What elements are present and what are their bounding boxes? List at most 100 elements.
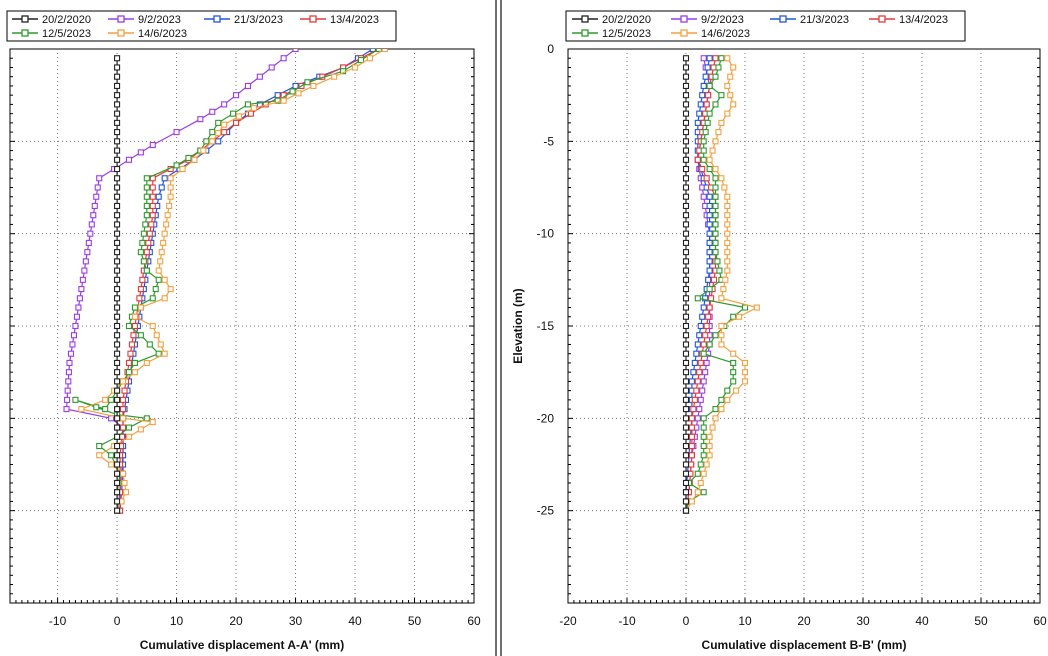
- data-point: [682, 378, 690, 385]
- data-point: [697, 396, 704, 403]
- legend-item: 13/4/2023: [869, 14, 948, 26]
- data-point: [125, 424, 133, 431]
- x-tick-label: 30: [856, 614, 870, 628]
- data-point: [247, 110, 254, 117]
- data-point: [137, 149, 144, 156]
- data-point: [682, 92, 690, 99]
- data-point: [703, 175, 710, 182]
- x-tick-label: 20: [229, 614, 243, 628]
- data-point: [710, 276, 718, 283]
- left-grid: [9, 48, 475, 604]
- legend-marker: [581, 29, 589, 37]
- legend-label: 21/3/2023: [800, 14, 849, 26]
- data-point: [710, 64, 717, 71]
- data-point: [724, 267, 731, 274]
- data-point: [682, 221, 690, 228]
- data-point: [697, 101, 704, 108]
- data-point: [114, 175, 121, 182]
- data-point: [709, 147, 716, 154]
- data-point: [718, 295, 725, 302]
- series-14-6-2023: [682, 55, 760, 514]
- data-point: [700, 82, 707, 89]
- data-point: [706, 267, 713, 274]
- data-point: [114, 424, 121, 431]
- data-point: [696, 332, 703, 339]
- data-point: [682, 156, 690, 163]
- data-point: [700, 442, 707, 450]
- data-point: [93, 404, 100, 411]
- data-point: [173, 162, 180, 169]
- data-point: [682, 304, 690, 311]
- data-point: [114, 129, 121, 136]
- data-point: [215, 129, 222, 137]
- data-point: [702, 369, 709, 376]
- data-point: [682, 369, 690, 376]
- data-point: [114, 221, 121, 228]
- data-point: [712, 138, 719, 145]
- data-point: [722, 276, 729, 283]
- legend-marker: [878, 15, 886, 23]
- legend-label: 13/4/2023: [899, 14, 948, 26]
- data-point: [149, 418, 156, 426]
- legend-item: 13/4/2023: [300, 14, 379, 26]
- data-point: [682, 489, 690, 496]
- data-point: [706, 110, 713, 117]
- data-point: [724, 396, 731, 403]
- legend-item: 9/2/2023: [671, 14, 744, 26]
- legend-label: 20/2/2020: [42, 14, 91, 26]
- legend-item: 20/2/2020: [572, 14, 651, 26]
- data-point: [700, 55, 707, 62]
- data-point: [87, 230, 94, 237]
- data-point: [90, 212, 97, 219]
- data-point: [161, 295, 168, 302]
- data-point: [714, 258, 721, 265]
- data-point: [682, 267, 690, 274]
- data-point: [161, 230, 168, 237]
- legend-marker: [21, 29, 29, 37]
- data-point: [682, 332, 690, 339]
- data-point: [682, 396, 690, 403]
- data-point: [209, 129, 216, 136]
- legend-label: 9/2/2023: [701, 14, 744, 26]
- data-point: [215, 119, 222, 126]
- data-point: [688, 461, 695, 468]
- data-point: [741, 304, 749, 311]
- data-point: [114, 239, 121, 246]
- data-point: [700, 350, 707, 357]
- y-tick-label: -10: [537, 227, 555, 241]
- legend-label: 14/6/2023: [701, 28, 750, 40]
- data-point: [280, 55, 287, 62]
- data-point: [712, 202, 719, 210]
- data-point: [149, 202, 156, 210]
- data-point: [694, 156, 701, 163]
- data-point: [85, 239, 92, 246]
- data-point: [702, 129, 709, 136]
- data-point: [712, 184, 719, 191]
- data-point: [706, 221, 713, 228]
- data-point: [114, 470, 121, 477]
- data-point: [696, 110, 703, 117]
- data-point: [688, 442, 695, 450]
- data-point: [724, 230, 731, 237]
- data-point: [682, 350, 690, 357]
- data-point: [702, 73, 709, 80]
- data-point: [114, 276, 121, 283]
- data-point: [682, 452, 690, 459]
- data-point: [157, 341, 164, 348]
- data-point: [114, 415, 121, 422]
- data-point: [706, 304, 713, 311]
- data-point: [700, 147, 707, 154]
- data-point: [682, 424, 690, 431]
- data-point: [125, 322, 133, 330]
- data-point: [706, 212, 713, 219]
- data-point: [682, 147, 690, 154]
- data-point: [694, 119, 701, 126]
- data-point: [78, 286, 85, 293]
- data-point: [161, 175, 168, 182]
- data-point: [682, 193, 690, 200]
- data-point: [160, 239, 167, 246]
- data-point: [256, 73, 263, 80]
- data-point: [706, 230, 713, 237]
- data-point: [145, 239, 152, 246]
- data-point: [699, 387, 706, 394]
